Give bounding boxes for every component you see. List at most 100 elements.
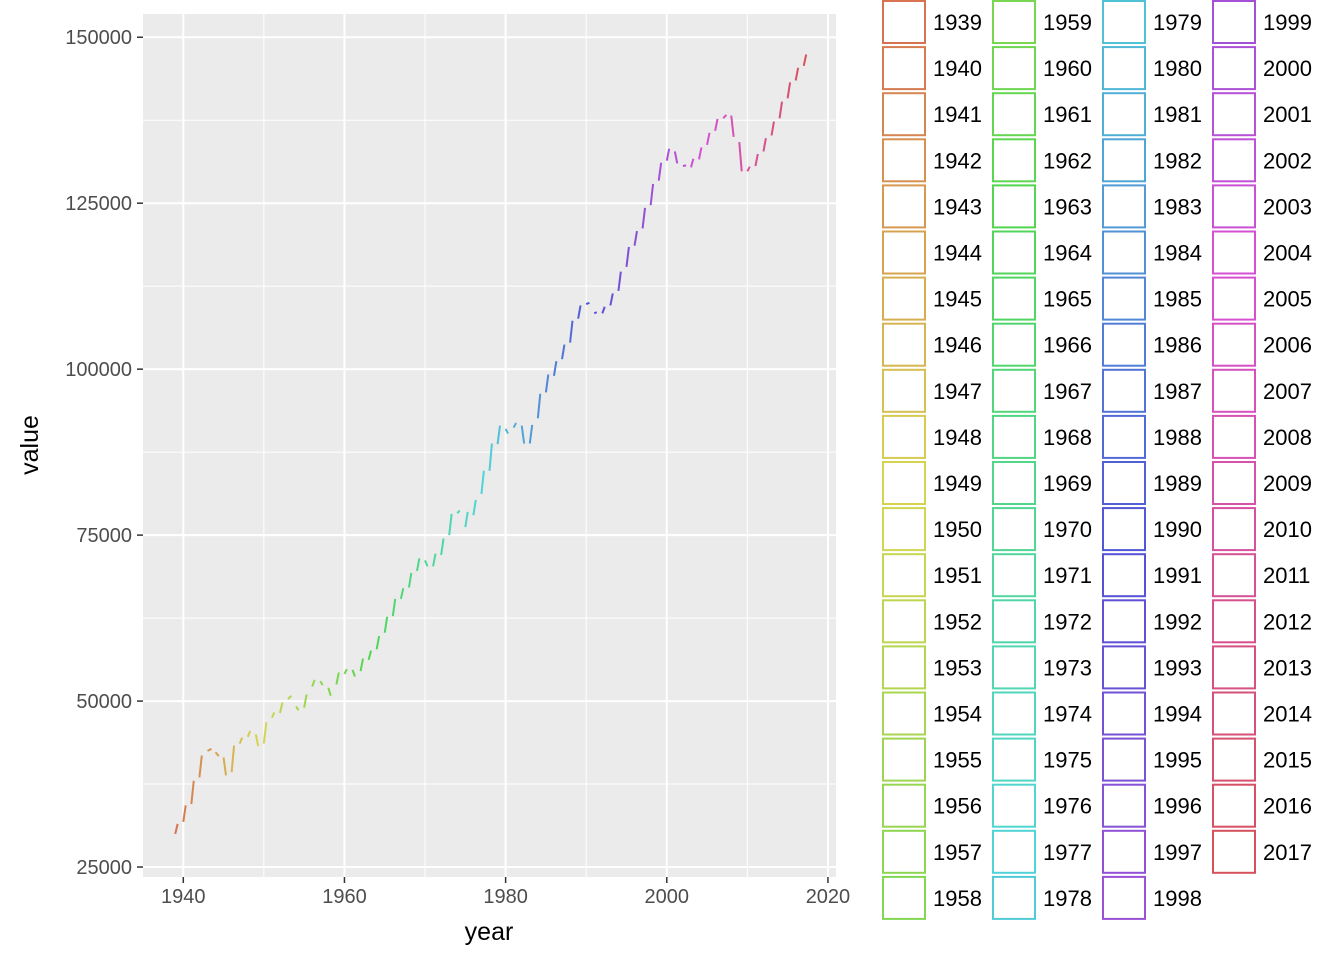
series-line-1989	[577, 305, 582, 319]
legend-label: 1952	[933, 609, 982, 634]
legend-key	[992, 92, 1036, 137]
legend-label: 1939	[933, 10, 982, 35]
legend-item: 1986	[1102, 322, 1202, 367]
series-line-1979	[496, 425, 501, 445]
legend-key	[1212, 184, 1256, 229]
legend-key	[1212, 783, 1256, 828]
legend-item: 1942	[882, 138, 982, 183]
legend-label: 2013	[1263, 655, 1312, 680]
legend-label: 1988	[1153, 425, 1202, 450]
legend-item: 1952	[882, 599, 982, 644]
legend-label: 1993	[1153, 655, 1202, 680]
legend-item: 2003	[1212, 184, 1312, 229]
legend-label: 1957	[933, 840, 982, 865]
legend-key	[1212, 645, 1256, 690]
legend-label: 2011	[1263, 563, 1310, 588]
legend-item: 1992	[1102, 599, 1202, 644]
series-line-1949	[254, 734, 260, 747]
y-tick-label: 50000	[76, 691, 132, 713]
legend-label: 1985	[1153, 287, 1202, 312]
legend-label: 1990	[1153, 517, 1202, 542]
legend-key	[1212, 230, 1256, 275]
series-line-1970	[424, 559, 429, 567]
legend-item: 1953	[882, 645, 982, 690]
series-line-1941	[190, 780, 195, 805]
legend-label: 1965	[1043, 287, 1092, 312]
legend-label: 1951	[933, 563, 982, 588]
legend-item: 2012	[1212, 599, 1312, 644]
legend-item: 1980	[1102, 46, 1202, 91]
legend-item: 2000	[1212, 46, 1312, 91]
legend-item: 1997	[1102, 829, 1202, 874]
legend-label: 1996	[1153, 794, 1202, 819]
legend-item: 1987	[1102, 368, 1202, 413]
legend-label: 2004	[1263, 241, 1312, 266]
legend-item: 1970	[992, 507, 1092, 552]
legend-item: 2011	[1212, 553, 1310, 598]
series-line-1967	[399, 588, 405, 600]
legend-label: 1949	[933, 471, 982, 496]
legend-key	[1102, 230, 1146, 275]
series-line-1946	[230, 745, 236, 773]
series-line-1971	[432, 553, 437, 567]
series-line-1948	[246, 730, 252, 738]
legend-label: 1962	[1043, 148, 1092, 173]
major-gridlines	[143, 14, 836, 877]
series-line-1981	[512, 422, 517, 429]
legend-key	[1212, 322, 1256, 367]
legend-label: 2009	[1263, 471, 1312, 496]
series-line-1991	[593, 311, 598, 315]
legend-label: 2016	[1263, 794, 1312, 819]
legend-label: 1969	[1043, 471, 1092, 496]
legend-label: 1980	[1153, 56, 1202, 81]
legend-label: 1982	[1153, 148, 1202, 173]
legend-label: 1954	[933, 702, 982, 727]
legend-label: 1995	[1153, 748, 1202, 773]
legend-key	[882, 46, 926, 91]
legend-item: 1958	[882, 875, 982, 920]
legend-item: 1961	[992, 92, 1092, 137]
legend-key	[1102, 322, 1146, 367]
legend-key	[1102, 461, 1146, 505]
legend-item: 1995	[1102, 737, 1202, 782]
series-line-1963	[367, 650, 373, 661]
series-line-2013	[770, 121, 775, 136]
legend-key	[1102, 599, 1146, 644]
legend-item: 1975	[992, 737, 1092, 782]
x-tick-label: 1960	[322, 886, 367, 908]
legend-item: 1959	[992, 0, 1092, 44]
series-line-1960	[343, 668, 348, 675]
legend-key	[1212, 507, 1256, 552]
series-line-1997	[641, 207, 647, 229]
legend-label: 1979	[1153, 10, 1202, 35]
legend-item: 1941	[882, 92, 982, 137]
legend-item: 1979	[1102, 0, 1202, 44]
series-line-1984	[536, 393, 542, 419]
y-tick-label: 125000	[65, 193, 132, 215]
legend-key	[882, 737, 926, 782]
legend-item: 2004	[1212, 230, 1312, 275]
legend-key	[992, 414, 1036, 459]
series-line-1950	[262, 722, 268, 744]
legend-label: 1999	[1263, 10, 1312, 35]
legend: 1939 1940 1941 1942 1943 1944 1945 1946 1947 1948…	[882, 0, 1312, 920]
legend-item: 1945	[882, 276, 982, 321]
series-line-1985	[544, 374, 550, 393]
legend-key	[992, 783, 1036, 828]
legend-label: 1948	[933, 425, 982, 450]
legend-item: 1985	[1102, 276, 1202, 321]
series-line-2011	[754, 153, 759, 167]
legend-key	[992, 230, 1036, 275]
legend-label: 1967	[1043, 379, 1092, 404]
legend-key	[992, 368, 1036, 413]
legend-label: 1966	[1043, 333, 1092, 358]
legend-label: 1960	[1043, 56, 1092, 81]
legend-key	[882, 230, 926, 275]
legend-key	[1102, 0, 1146, 44]
legend-key	[1212, 92, 1256, 137]
legend-key	[1212, 737, 1256, 782]
legend-item: 1999	[1212, 0, 1312, 44]
series-line-1976	[472, 499, 477, 516]
x-tick-label: 1980	[483, 886, 528, 908]
